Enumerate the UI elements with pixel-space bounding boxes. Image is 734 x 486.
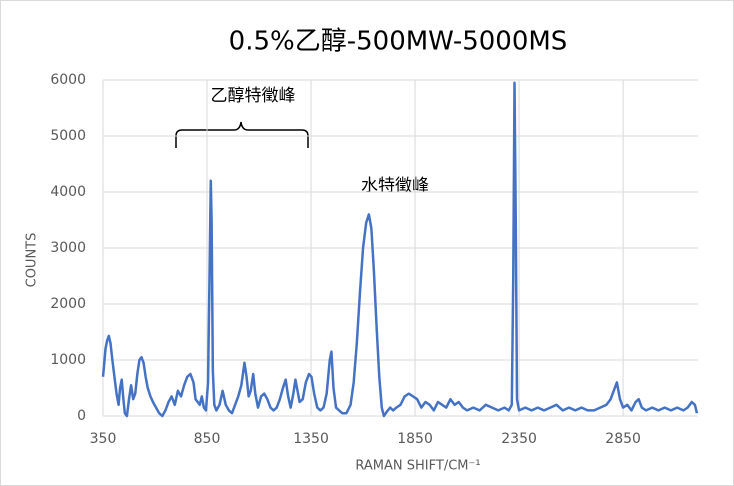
x-tick-label: 850 (194, 431, 221, 447)
x-tick-label: 1850 (397, 431, 433, 447)
annotation: 乙醇特徵峰 (211, 86, 296, 106)
x-tick-label: 350 (90, 431, 117, 447)
chart-title: 0.5%乙醇-500MW-5000MS (229, 27, 568, 57)
y-tick-label: 3000 (50, 240, 86, 256)
y-axis-label: COUNTS (25, 233, 40, 288)
x-tick-label: 2850 (605, 431, 641, 447)
y-tick-label: 5000 (50, 128, 86, 144)
y-tick-label: 6000 (50, 72, 86, 88)
x-tick-label: 1350 (293, 431, 329, 447)
annotation: 水特徵峰 (361, 176, 429, 196)
y-tick-label: 4000 (50, 184, 86, 200)
y-tick-label: 0 (77, 408, 86, 424)
plot-area: 0 1000 2000 3000 4000 5000 6000 350 850 1350 1850 2… (50, 72, 699, 447)
brace (175, 121, 309, 148)
x-tick-label: 2350 (501, 431, 537, 447)
y-tick-label: 2000 (50, 296, 86, 312)
series-line (101, 81, 699, 418)
y-tick-label: 1000 (50, 352, 86, 368)
x-axis-label: RAMAN SHIFT/CM⁻¹ (355, 459, 480, 474)
